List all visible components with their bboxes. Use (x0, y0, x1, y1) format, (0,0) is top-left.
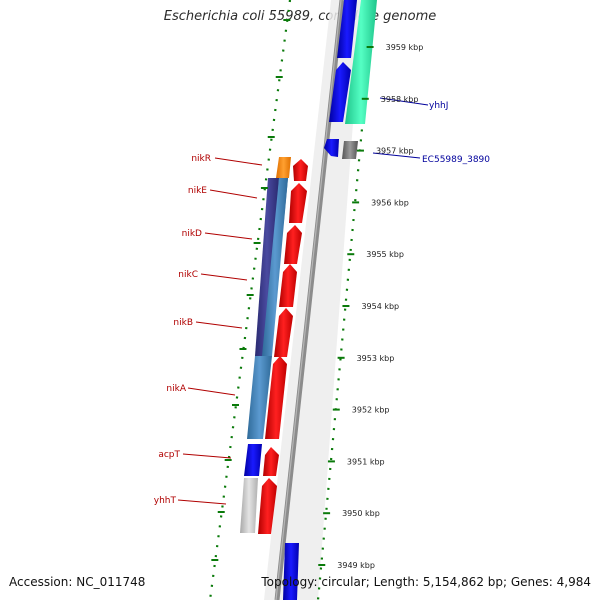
gene-EC55989_3890 (342, 141, 358, 159)
kbp-tick-label-3956: 3956 kbp (371, 198, 409, 207)
kbp-tick-label-3957: 3957 kbp (376, 147, 414, 156)
label-nikR: nikR (191, 154, 211, 164)
cds-yhhT (258, 478, 277, 534)
kbp-tick-label-3949: 3949 kbp (337, 561, 375, 570)
kbp-ticks: 3959 kbp 3958 kbp 3957 kbp 3956 kbp 3955 kbp… (211, 19, 424, 570)
cds-nikC (279, 264, 297, 307)
leader-nikE (209, 189, 258, 199)
gene-nikR (276, 157, 291, 178)
cds-nikB (274, 308, 293, 357)
gene-yhhJ (329, 62, 351, 122)
outer-dotted-ring-left (208, 0, 292, 600)
kbp-tick-label-3951: 3951 kbp (347, 457, 385, 466)
leader-nikD (204, 232, 253, 240)
gene-nikA-operon (247, 356, 272, 439)
kbp-tick-label-3955: 3955 kbp (366, 250, 404, 259)
leader-acpT (182, 453, 232, 459)
kbp-tick-label-3953: 3953 kbp (357, 354, 395, 363)
leader-yhhT (177, 499, 227, 505)
label-nikE: nikE (188, 186, 207, 196)
gene-nikE-operon (255, 178, 279, 356)
leader-EC55989_3890 (372, 152, 421, 159)
label-EC55989_3890: EC55989_3890 (422, 155, 490, 165)
kbp-tick-label-3959: 3959 kbp (386, 43, 424, 52)
gene-yhhT-block (240, 478, 258, 533)
cds-acpT (263, 447, 279, 476)
backbone-ring-highlight (275, 0, 342, 600)
accession-text: Accession: NC_011748 (9, 575, 146, 589)
cds-arrows (258, 159, 308, 534)
backbone-ring (274, 0, 345, 600)
label-acpT: acpT (158, 450, 180, 460)
leader-nikA (187, 387, 236, 396)
label-yhhT: yhhT (154, 496, 177, 506)
gene-small-blue (324, 139, 339, 157)
topology-text: Topology: circular; Length: 5,154,862 bp… (261, 575, 591, 589)
cds-nikD (284, 225, 302, 264)
leader-lines-left (177, 157, 263, 505)
leader-yhhJ (379, 97, 429, 106)
label-nikB: nikB (173, 318, 193, 328)
cds-nikE (289, 183, 307, 223)
gene-blue-bottom (283, 543, 299, 600)
leader-nikB (195, 321, 243, 329)
kbp-tick-label-3958: 3958 kbp (381, 95, 419, 104)
leader-lines-right (372, 97, 429, 159)
label-nikC: nikC (178, 270, 198, 280)
label-nikD: nikD (182, 229, 202, 239)
kbp-tick-label-3952: 3952 kbp (352, 406, 390, 415)
cds-nikA (265, 356, 287, 439)
kbp-tick-label-3950: 3950 kbp (342, 509, 380, 518)
operon-block-steel-2 (262, 178, 288, 356)
leader-nikR (214, 157, 263, 166)
gene-aqua-top (345, 0, 377, 124)
label-nikA: nikA (166, 384, 186, 394)
gene-acpT-block (244, 444, 262, 476)
leader-nikC (200, 273, 248, 281)
cds-nikR (293, 159, 308, 181)
label-yhhJ: yhhJ (429, 101, 448, 111)
gene-blue-top (337, 0, 357, 58)
kbp-tick-label-3954: 3954 kbp (361, 302, 399, 311)
